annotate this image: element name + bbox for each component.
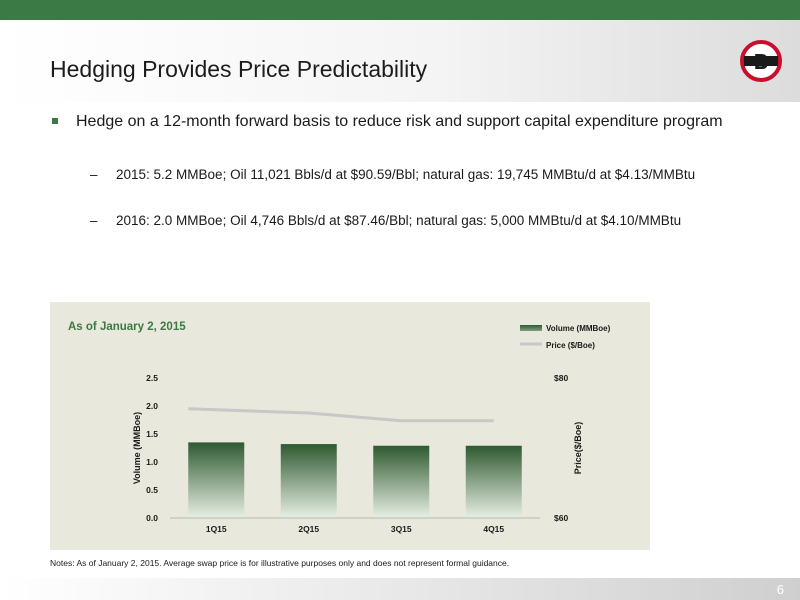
y-tick-label: 0.5: [146, 485, 158, 495]
chart-subtitle: As of January 2, 2015: [68, 321, 186, 333]
y2-tick-label: $60: [554, 513, 568, 523]
y-tick-label: 1.5: [146, 429, 158, 439]
sub-bullet-text-2015: 2015: 5.2 MMBoe; Oil 11,021 Bbls/d at $9…: [116, 167, 696, 182]
page-number: 6: [776, 582, 784, 597]
bottom-bar: [0, 578, 800, 600]
volume-bar: [280, 444, 337, 518]
top-accent-bar: [0, 0, 800, 20]
company-logo-icon: B: [740, 40, 782, 82]
y-axis-title: Volume (MMBoe): [132, 412, 142, 484]
dash-bullet: –: [90, 167, 98, 182]
hedge-chart: As of January 2, 2015 Volume (MMBoe) Price…: [68, 321, 611, 534]
y-tick-label: 2.0: [146, 401, 158, 411]
x-tick-label: 3Q15: [391, 524, 412, 534]
volume-bar: [465, 445, 522, 518]
x-tick-label: 1Q15: [206, 524, 227, 534]
legend-price-label: Price ($/Boe): [546, 341, 595, 350]
x-tick-label: 2Q15: [298, 524, 319, 534]
y-tick-label: 1.0: [146, 457, 158, 467]
sub-bullet-2015: – 2015: 5.2 MMBoe; Oil 11,021 Bbls/d at …: [90, 166, 710, 184]
volume-bar: [188, 442, 245, 518]
sub-bullet-2016: – 2016: 2.0 MMBoe; Oil 4,746 Bbls/d at $…: [90, 212, 710, 230]
slide-title: Hedging Provides Price Predictability: [50, 56, 428, 82]
y2-tick-label: $80: [554, 373, 568, 383]
logo-letter: B: [753, 50, 768, 74]
square-bullet-icon: [52, 118, 58, 124]
main-bullet: Hedge on a 12-month forward basis to red…: [52, 111, 752, 132]
dash-bullet: –: [90, 213, 98, 228]
chart-panel: As of January 2, 2015 Volume (MMBoe) Price…: [50, 302, 650, 550]
legend-volume-label: Volume (MMBoe): [546, 324, 611, 333]
title-band: [0, 20, 800, 102]
footnote: Notes: As of January 2, 2015. Average sw…: [50, 558, 510, 568]
sub-bullet-text-2016: 2016: 2.0 MMBoe; Oil 4,746 Bbls/d at $87…: [116, 213, 682, 228]
legend-volume-swatch: [520, 325, 542, 331]
main-bullet-text: Hedge on a 12-month forward basis to red…: [76, 113, 723, 130]
y2-axis-title: Price($/Boe): [573, 422, 583, 475]
price-series-line: [188, 407, 494, 423]
x-tick-label: 4Q15: [483, 524, 504, 534]
y-tick-label: 0.0: [146, 513, 158, 523]
volume-bar: [373, 445, 430, 518]
y-tick-label: 2.5: [146, 373, 158, 383]
